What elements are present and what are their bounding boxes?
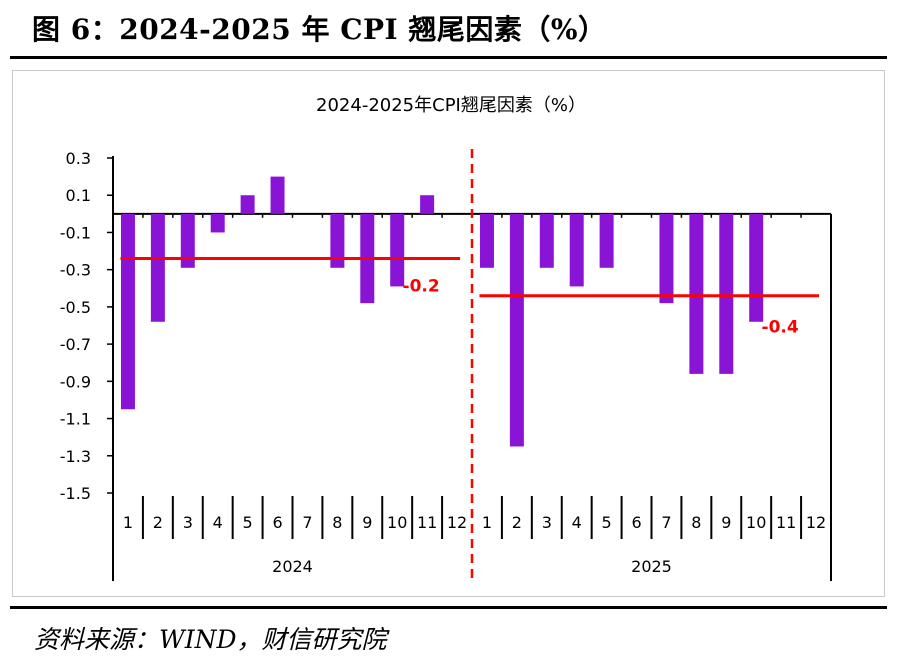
- bar: [120, 213, 135, 410]
- y-tick-label: -1.5: [60, 484, 91, 503]
- bar: [569, 213, 584, 287]
- x-tick-label: 12: [447, 513, 467, 532]
- x-tick-label: 12: [806, 513, 826, 532]
- x-tick-label: 5: [243, 513, 253, 532]
- x-tick-label: 9: [721, 513, 731, 532]
- x-tick-label: 9: [362, 513, 372, 532]
- y-tick-label: 0.1: [66, 186, 91, 205]
- bar: [689, 213, 704, 374]
- chart-title: 2024-2025年CPI翘尾因素（%）: [316, 95, 586, 116]
- x-tick-label: 11: [417, 513, 437, 532]
- bar: [390, 213, 405, 287]
- group-label: 2024: [272, 557, 313, 576]
- x-tick-label: 1: [123, 513, 133, 532]
- bar: [539, 213, 554, 268]
- x-tick-label: 8: [332, 513, 342, 532]
- bar: [659, 213, 674, 304]
- x-tick-label: 7: [302, 513, 312, 532]
- bar: [180, 213, 195, 268]
- x-tick-label: 10: [746, 513, 766, 532]
- average-label: -0.2: [403, 277, 440, 297]
- source-rule: [10, 606, 887, 609]
- y-tick-label: -0.7: [60, 335, 91, 354]
- x-tick-label: 4: [572, 513, 582, 532]
- y-tick-label: -1.3: [60, 447, 91, 466]
- bar: [330, 213, 345, 268]
- chart-frame: 2024-2025年CPI翘尾因素（%） 0.3 0.1 -0.1 -0.3 -0.5 -…: [12, 70, 885, 597]
- cpi-carryover-chart: 2024-2025年CPI翘尾因素（%） 0.3 0.1 -0.1 -0.3 -0.5 -…: [60, 95, 832, 581]
- bar: [420, 195, 435, 214]
- bar: [210, 213, 225, 233]
- x-tick-label: 8: [691, 513, 701, 532]
- group-label: 2025: [631, 557, 672, 576]
- x-tick-label: 10: [387, 513, 407, 532]
- y-tick-label: -0.9: [60, 372, 91, 391]
- x-tick-label: 3: [183, 513, 193, 532]
- bar: [749, 213, 764, 322]
- x-tick-label: 2: [512, 513, 522, 532]
- x-tick-label: 7: [661, 513, 671, 532]
- bar: [509, 213, 524, 447]
- source-note: 资料来源：WIND，财信研究院: [34, 625, 387, 654]
- x-tick-label: 5: [602, 513, 612, 532]
- y-tick-label: -0.1: [60, 223, 91, 242]
- average-label: -0.4: [762, 318, 799, 338]
- x-tick-label: 6: [631, 513, 641, 532]
- plot-area: 0.30.1-0.1-0.3-0.5-0.7-0.9-1.1-1.3-1.51 2…: [60, 149, 832, 581]
- bar: [599, 213, 614, 268]
- x-tick-label: 2: [153, 513, 163, 532]
- y-tick-label: -1.1: [60, 410, 91, 429]
- figure-title: 图 6：2024-2025 年 CPI 翘尾因素（%）: [32, 13, 607, 46]
- bar: [719, 213, 734, 374]
- y-tick-label: -0.3: [60, 261, 91, 280]
- y-tick-label: 0.3: [66, 149, 91, 168]
- x-tick-label: 4: [213, 513, 223, 532]
- x-tick-label: 6: [272, 513, 282, 532]
- bar: [150, 213, 165, 322]
- bar: [479, 213, 494, 268]
- bar: [240, 195, 255, 214]
- x-tick-label: 1: [482, 513, 492, 532]
- x-tick-label: 11: [776, 513, 796, 532]
- bar: [270, 176, 285, 214]
- x-tick-label: 3: [542, 513, 552, 532]
- y-tick-label: -0.5: [60, 298, 91, 317]
- title-rule: [10, 56, 887, 59]
